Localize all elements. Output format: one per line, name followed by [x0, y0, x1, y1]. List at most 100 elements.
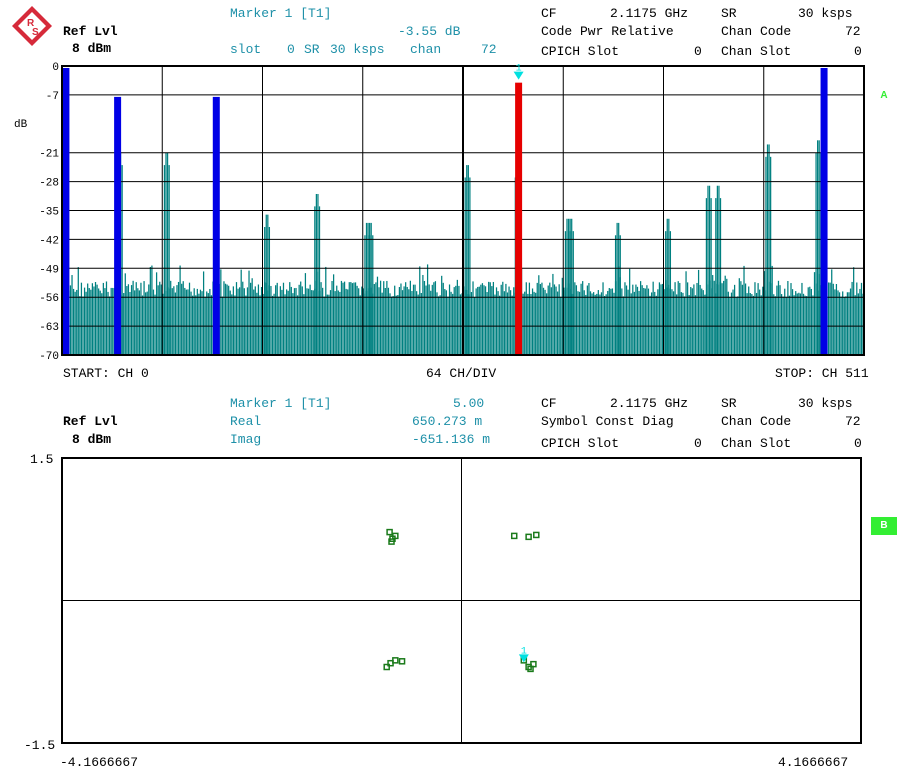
noise-bar: [804, 295, 806, 355]
noise-bar: [350, 282, 352, 355]
noise-bar: [596, 293, 598, 355]
peak-bar: [619, 235, 621, 355]
noise-bar: [502, 281, 504, 355]
highlight-bar-blue: [62, 68, 70, 355]
noise-bar: [259, 295, 261, 355]
noise-bar: [425, 285, 427, 355]
noise-bar: [198, 293, 200, 355]
trace-a-badge[interactable]: A: [880, 90, 888, 101]
noise-bar: [544, 289, 546, 355]
noise-bar: [152, 289, 155, 355]
noise-bar: [763, 271, 765, 355]
noise-bar: [223, 281, 225, 355]
noise-bar: [246, 287, 249, 355]
stop-channel-label: STOP: CH 511: [775, 366, 869, 381]
noise-bar: [96, 284, 98, 355]
noise-bar: [621, 288, 623, 355]
noise-bar: [240, 269, 242, 355]
noise-bar: [724, 275, 726, 355]
top-marker-chan-value: 72: [481, 42, 497, 57]
noise-bar: [696, 282, 698, 355]
noise-bar: [547, 285, 549, 355]
noise-bar: [723, 280, 725, 355]
noise-bar: [727, 291, 729, 355]
bottom-chan-code-value: 72: [845, 414, 861, 429]
noise-bar: [376, 276, 379, 355]
noise-bar: [674, 282, 676, 355]
noise-bar: [293, 288, 296, 355]
noise-bar: [578, 291, 581, 355]
top-ref-lvl-label: Ref Lvl: [63, 24, 118, 39]
noise-bar: [827, 282, 830, 355]
peak-bar: [370, 222, 372, 355]
channels-per-div-label: 64 CH/DIV: [426, 366, 497, 381]
noise-bar: [489, 282, 491, 355]
peak-bar: [365, 222, 368, 355]
noise-bar: [536, 282, 538, 355]
peak-bar: [318, 206, 321, 355]
noise-bar: [610, 288, 612, 355]
noise-bar: [260, 287, 263, 355]
noise-bar: [249, 282, 252, 355]
noise-bar: [589, 291, 592, 355]
noise-bar: [494, 294, 496, 355]
noise-bar: [354, 282, 357, 355]
noise-bar: [439, 295, 441, 355]
noise-bar: [643, 287, 645, 355]
noise-bar: [688, 295, 690, 355]
peak-bar: [469, 177, 471, 355]
noise-bar: [585, 294, 587, 355]
noise-bar: [148, 284, 150, 355]
noise-bar: [812, 295, 814, 355]
noise-bar: [853, 267, 855, 355]
noise-bar: [253, 289, 255, 355]
noise-bar: [336, 285, 338, 355]
noise-bar: [331, 281, 333, 355]
noise-bar: [697, 269, 700, 355]
trace-b-badge[interactable]: B: [871, 517, 897, 535]
noise-bar: [362, 288, 364, 355]
noise-bar: [228, 285, 230, 355]
noise-bar: [431, 284, 433, 355]
top-chan-code-label: Chan Code: [721, 24, 792, 39]
noise-bar: [326, 294, 328, 355]
noise-bar: [611, 288, 614, 355]
noise-bar: [292, 293, 294, 355]
noise-bar: [209, 288, 211, 355]
noise-bar: [231, 294, 233, 355]
noise-bar: [854, 295, 856, 355]
noise-bar: [458, 285, 460, 355]
noise-bar: [499, 295, 501, 355]
noise-bar: [549, 282, 551, 355]
top-marker-title: Marker 1 [T1]: [230, 6, 332, 21]
noise-bar: [234, 295, 236, 355]
noise-bar: [356, 285, 358, 355]
noise-bar: [838, 292, 841, 355]
noise-bar: [806, 296, 808, 355]
noise-bar: [343, 281, 346, 355]
noise-bar: [575, 285, 578, 355]
top-unit-label: dB: [14, 119, 28, 131]
noise-bar: [475, 288, 477, 355]
y-tick-label: -7: [46, 91, 59, 103]
top-chan-slot-value: 0: [854, 44, 862, 59]
noise-bar: [179, 265, 181, 355]
y-tick-label: -70: [39, 351, 59, 363]
bottom-chan-code-label: Chan Code: [721, 414, 792, 429]
peak-bar: [315, 193, 318, 355]
noise-bar: [405, 282, 407, 355]
svg-text:R: R: [27, 18, 35, 29]
noise-bar: [130, 285, 133, 355]
peak-bar: [666, 218, 668, 355]
noise-bar: [771, 265, 773, 355]
bottom-cf-label: CF: [541, 396, 557, 411]
noise-bar: [809, 286, 811, 355]
noise-bar: [550, 287, 552, 355]
noise-bar: [160, 284, 162, 355]
noise-bar: [69, 285, 72, 355]
noise-bar: [126, 286, 128, 355]
noise-bar: [76, 289, 78, 355]
bottom-ref-lvl-value: 8 dBm: [72, 432, 112, 447]
noise-bar: [832, 283, 834, 355]
noise-bar: [591, 293, 593, 355]
